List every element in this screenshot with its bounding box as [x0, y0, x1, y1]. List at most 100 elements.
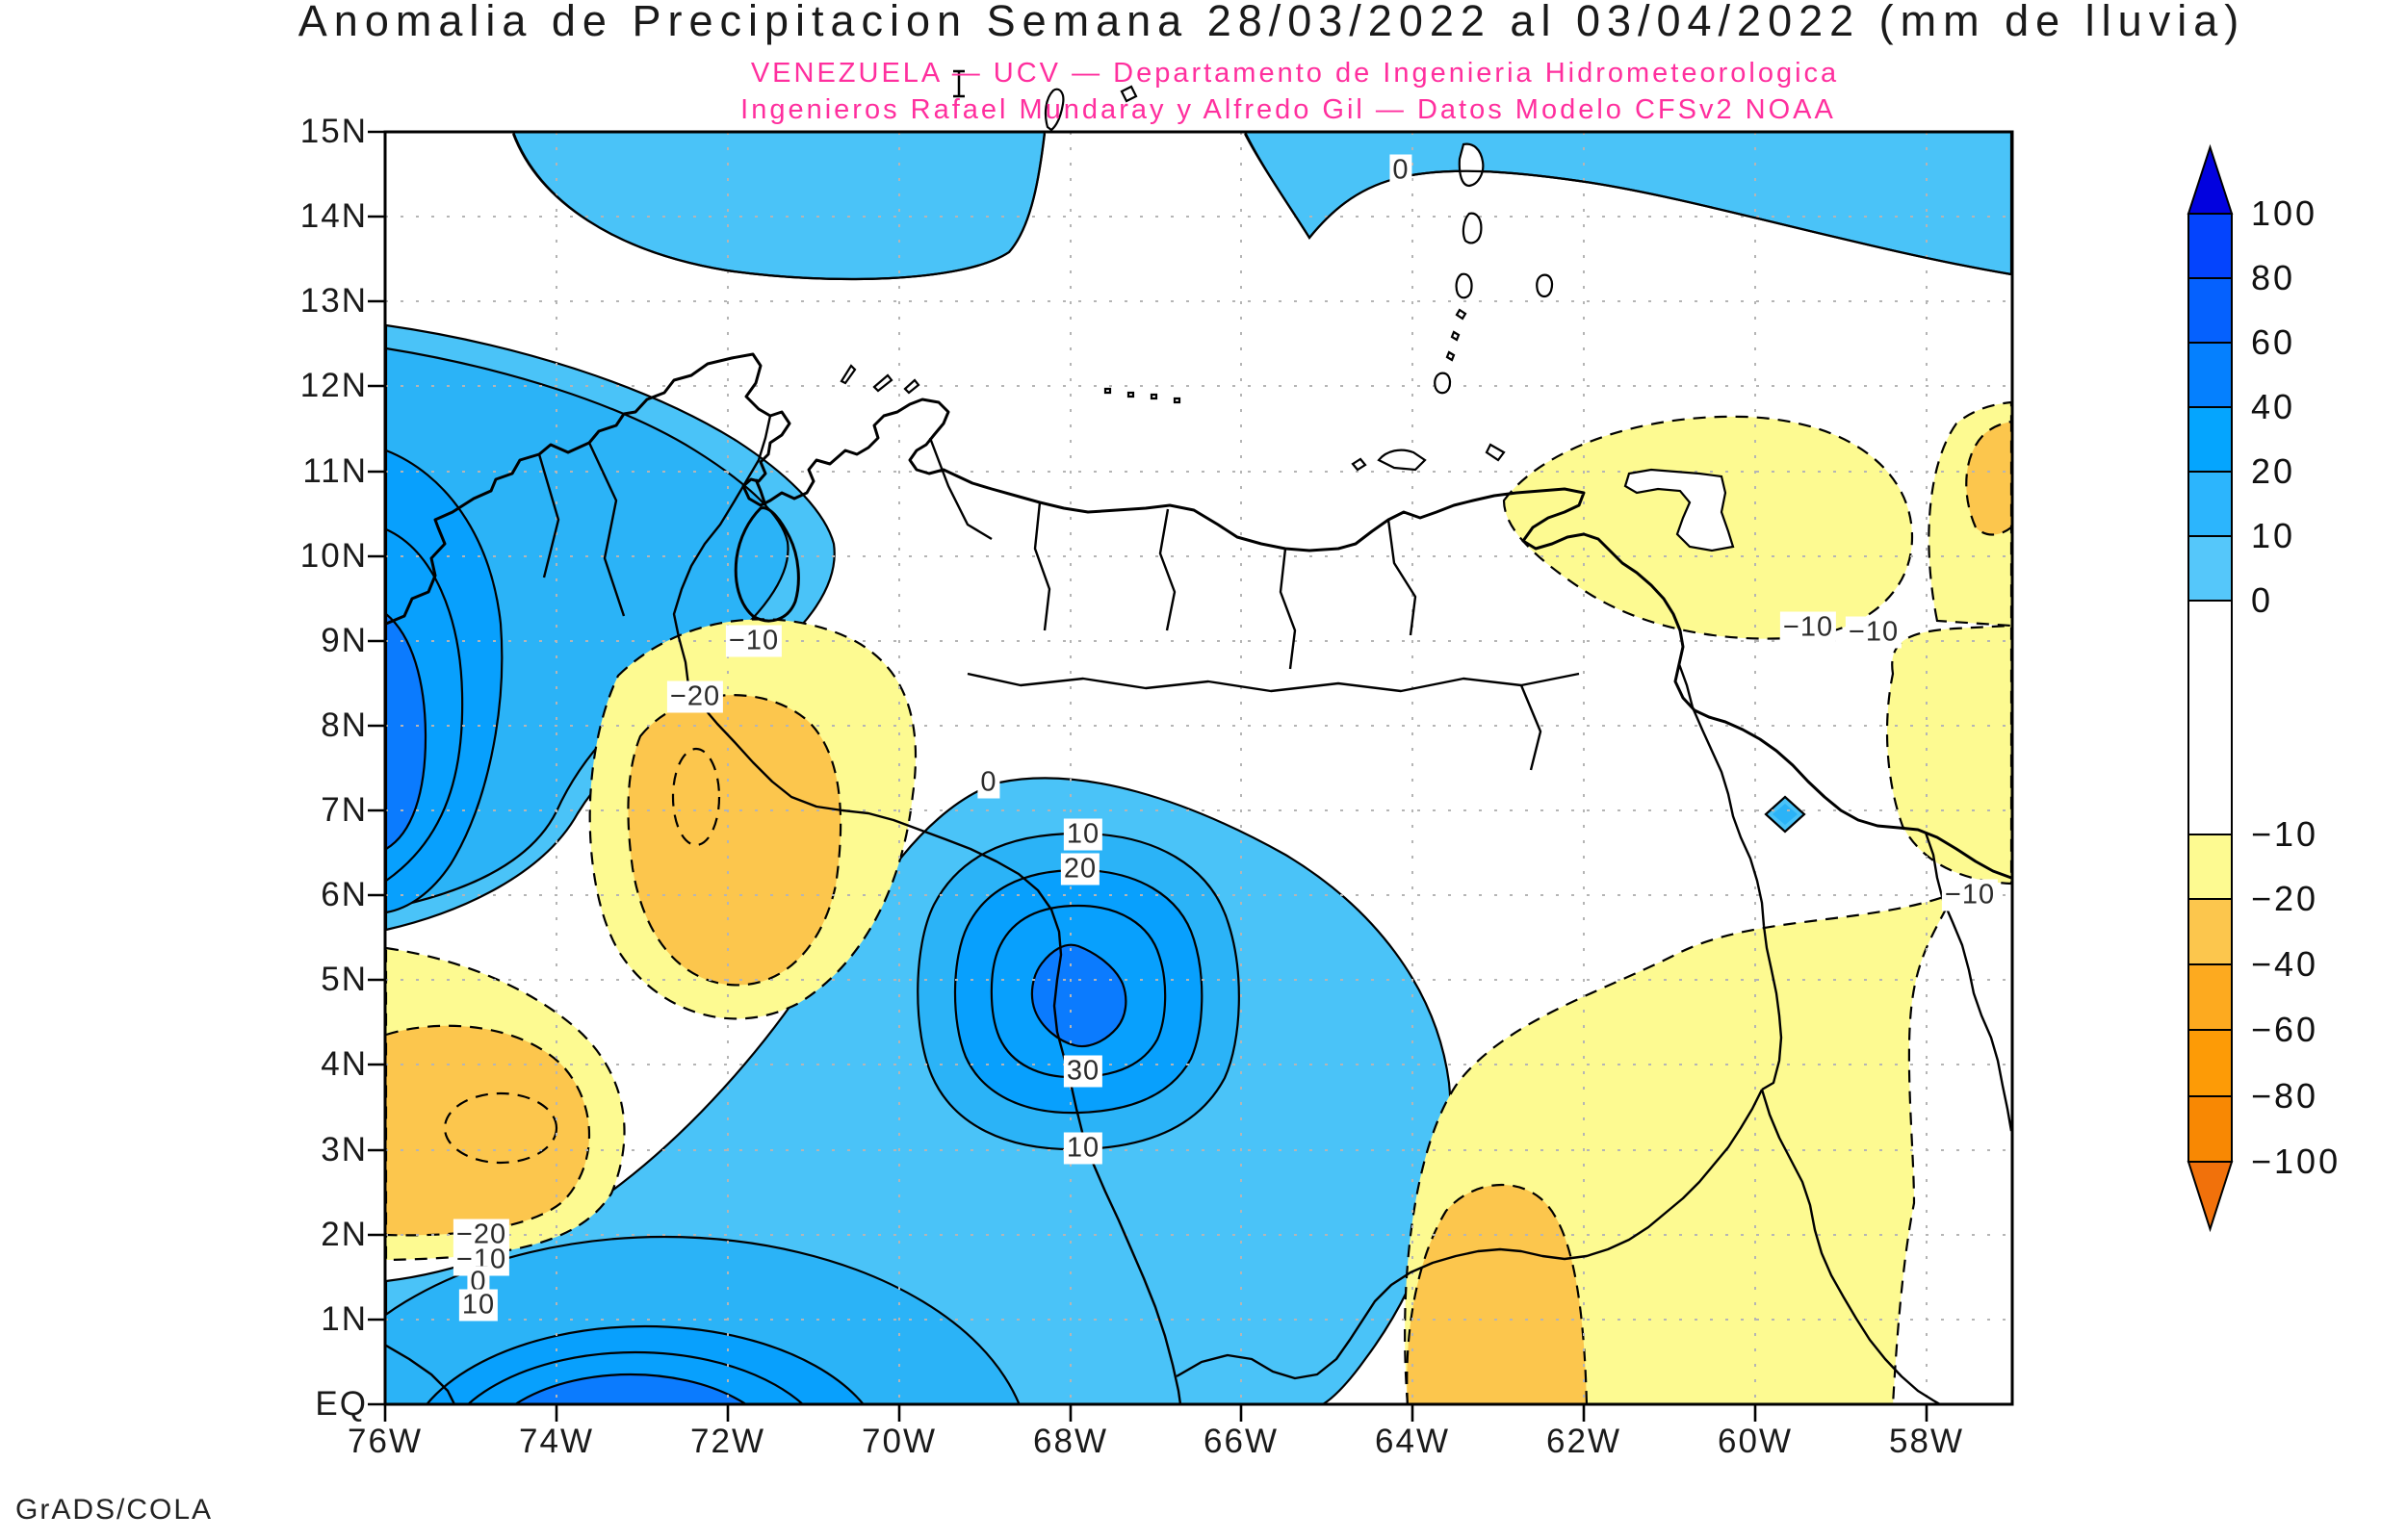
- island-tobago: [1485, 443, 1506, 462]
- fill-east-strip-neg-10: [1885, 624, 2012, 886]
- contour-label: 10: [1063, 1132, 1103, 1165]
- islands-los-roques: [1103, 387, 1181, 404]
- contour-label: 0: [977, 766, 1000, 799]
- fill-sw-neg-20: [385, 1024, 590, 1237]
- island-barbados: [1536, 273, 1554, 298]
- island-martinique: [1458, 142, 1485, 188]
- contour-label: −10: [1941, 879, 1999, 911]
- border-venezuela-brazil: [1176, 1089, 1764, 1380]
- lon-label: 60W: [1718, 1423, 1793, 1460]
- lon-label: 70W: [862, 1423, 937, 1460]
- contour-neg30-sw: [443, 1091, 558, 1165]
- colorbar-label: 20: [2251, 451, 2296, 491]
- coastlines-and-borders: [385, 352, 2012, 1404]
- subtitle-line1: VENEZUELA — UCV — Departamento de Ingeni…: [750, 58, 1840, 89]
- island-grenada: [1434, 372, 1452, 395]
- colorbar-segment: [2187, 1095, 2233, 1163]
- lake-maracaibo: [734, 478, 800, 623]
- colorbar-segment: [2187, 535, 2233, 602]
- lat-label: 3N: [321, 1131, 368, 1168]
- subtitle-line2: Ingenieros Rafael Mundaray y Alfredo Gil…: [740, 94, 1836, 125]
- colorbar-segment: [2187, 277, 2233, 344]
- fill-se-neg-20: [1406, 1184, 1589, 1404]
- coastline-main: [385, 352, 2012, 880]
- island-st-lucia: [1462, 212, 1483, 244]
- colorbar-label: 80: [2251, 258, 2296, 297]
- island-margarita: [1351, 449, 1427, 472]
- contour-label: −10: [453, 1244, 510, 1276]
- colorbar-segment: [2187, 600, 2233, 835]
- lon-label: 58W: [1889, 1423, 1964, 1460]
- lon-label: 74W: [519, 1423, 594, 1460]
- fill-top-band-east: [1243, 132, 2012, 276]
- colorbar-segment: [2187, 213, 2233, 279]
- contour-label: 0: [1389, 154, 1412, 187]
- lon-label: 68W: [1033, 1423, 1108, 1460]
- border-sw-small: [385, 1344, 456, 1404]
- renderer-credit: GrADS/COLA: [15, 1494, 214, 1526]
- border-venezuela-guyana: [1677, 663, 1783, 1091]
- lat-label: 10N: [299, 537, 368, 575]
- contour-label: −10: [725, 625, 783, 657]
- colorbar-bottom-arrow: [2187, 1161, 2234, 1233]
- text-cursor-artifact: [953, 69, 965, 98]
- contour-neg30-nw: [671, 747, 721, 847]
- colorbar-label: 0: [2251, 580, 2274, 620]
- colorbar-top-arrow: [2187, 143, 2234, 215]
- fill-small-spot-inner: [1773, 804, 1798, 825]
- island-aruba: [840, 364, 857, 385]
- colorbar-label: −10: [2251, 814, 2319, 854]
- fill-left-mass-40-60: [385, 611, 427, 851]
- border-colombia-venezuela: [672, 415, 1182, 1404]
- lat-label: 7N: [321, 791, 368, 829]
- page-title: Anomalia de Precipitacion Semana 28/03/2…: [298, 0, 2246, 45]
- colorbar: [2187, 143, 2234, 1233]
- lat-label: EQ: [315, 1385, 368, 1423]
- colorbar-label: −80: [2251, 1076, 2319, 1116]
- colorbar-label: 10: [2251, 516, 2296, 555]
- map-plot-area: [385, 132, 2012, 1404]
- fill-bl-20-40: [425, 1324, 866, 1404]
- colorbar-segment: [2187, 834, 2233, 900]
- colorbar-segment: [2187, 963, 2233, 1031]
- graticule: [385, 132, 2012, 1404]
- island-curacao: [872, 373, 893, 393]
- contour-label: 30: [1063, 1055, 1103, 1088]
- contour-0-top-west: [511, 133, 1047, 281]
- island-trinidad: [1623, 468, 1735, 552]
- lat-label: 5N: [321, 961, 368, 998]
- islands: [840, 142, 1735, 552]
- colorbar-segment: [2187, 898, 2233, 965]
- lat-label: 13N: [299, 282, 368, 320]
- colorbar-segment: [2187, 1029, 2233, 1097]
- colorbar-label: −20: [2251, 879, 2319, 918]
- lat-label: 1N: [321, 1300, 368, 1338]
- lat-label: 4N: [321, 1045, 368, 1083]
- contour-label: −20: [666, 680, 724, 713]
- colorbar-segment: [2187, 406, 2233, 473]
- axis-ticks: [368, 130, 1928, 1422]
- fill-nw-neg-20: [627, 694, 842, 987]
- internal-borders-2: [537, 442, 1580, 771]
- contour-label: 10: [458, 1289, 499, 1322]
- colorbar-label: −100: [2251, 1142, 2342, 1181]
- island-above-frame-2: [1120, 85, 1138, 103]
- fill-necorner-neg-20: [1965, 420, 2012, 536]
- lon-label: 66W: [1204, 1423, 1279, 1460]
- fill-bl-40-60: [513, 1373, 748, 1404]
- contour-0-top-east: [1244, 133, 2012, 276]
- lon-label: 76W: [348, 1423, 423, 1460]
- colorbar-segment: [2187, 342, 2233, 408]
- colorbar-label: 100: [2251, 193, 2318, 233]
- fill-top-band-west: [511, 132, 1047, 281]
- colorbar-label: −40: [2251, 944, 2319, 984]
- border-essequibo-river: [1924, 832, 2012, 1132]
- island-st-vincent: [1455, 272, 1473, 299]
- contour-label: 20: [1060, 853, 1100, 886]
- contour-label: 10: [1063, 818, 1103, 851]
- island-bonaire: [903, 378, 920, 395]
- contour-30-left: [385, 527, 464, 882]
- lat-label: 12N: [299, 367, 368, 404]
- lat-label: 15N: [299, 113, 368, 150]
